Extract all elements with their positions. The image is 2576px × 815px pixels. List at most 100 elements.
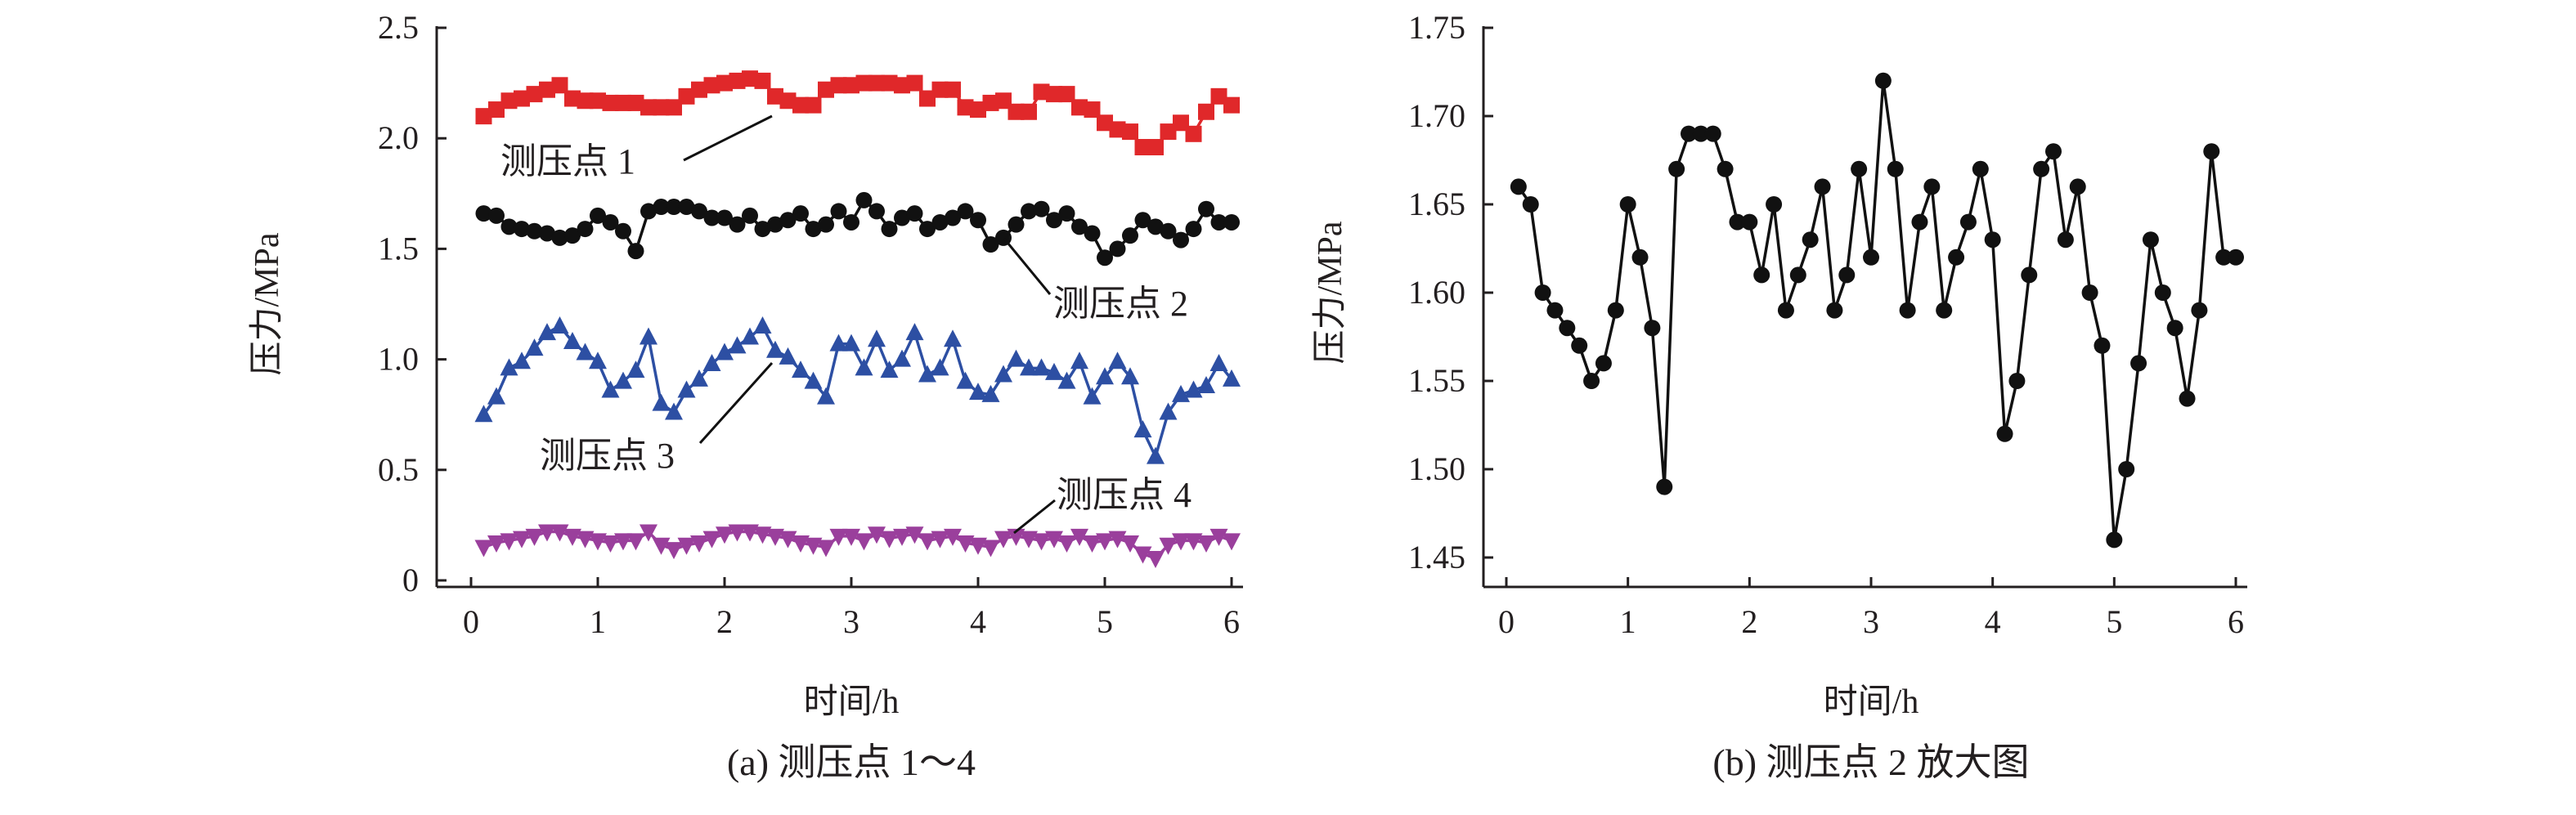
data-point-circle [945, 209, 961, 226]
y-tick-label: 1.50 [1408, 450, 1465, 487]
data-point-circle [564, 227, 581, 244]
x-tick-label: 1 [1620, 603, 1636, 640]
data-point-triangle-down [1083, 535, 1102, 553]
data-point-square [1058, 86, 1075, 103]
data-point-circle [894, 209, 910, 226]
data-point-circle [539, 225, 555, 242]
data-point-circle [1766, 196, 1783, 213]
data-point-square [1122, 123, 1138, 141]
y-tick-label: 2.5 [378, 9, 419, 46]
data-point-square [855, 74, 873, 92]
y-tick-label: 1.0 [378, 341, 419, 378]
data-point-triangle [969, 383, 987, 401]
series [1510, 72, 2244, 549]
data-point-circle [957, 203, 974, 220]
data-point-circle [2021, 266, 2038, 284]
data-point-triangle [1007, 349, 1025, 367]
data-point-triangle [702, 354, 721, 372]
data-point-circle [868, 203, 885, 220]
data-point-triangle-down [1147, 550, 1165, 568]
x-tick-label: 6 [1223, 603, 1240, 640]
data-point-square [995, 92, 1012, 110]
data-point-square [627, 94, 644, 111]
data-point-triangle-down [601, 535, 620, 553]
data-point-triangle [1032, 358, 1051, 376]
data-point-circle [1084, 225, 1101, 242]
x-tick-label: 1 [590, 603, 606, 640]
data-point-triangle-down [1197, 535, 1215, 553]
data-point-square [475, 108, 492, 125]
data-point-triangle-down [1045, 531, 1063, 549]
leader-line-2 [1003, 238, 1052, 295]
data-point-circle [1704, 125, 1721, 142]
data-point-triangle [1108, 352, 1127, 369]
data-point-triangle [1121, 367, 1139, 385]
data-point-square [754, 72, 771, 89]
data-point-square [1185, 125, 1202, 142]
data-point-square [564, 90, 581, 107]
data-point-triangle [487, 387, 505, 405]
data-point-circle [1071, 218, 1088, 235]
data-point-circle [500, 218, 518, 235]
data-point-square [906, 74, 923, 92]
data-point-triangle [741, 327, 759, 345]
data-point-triangle-down [931, 531, 949, 549]
data-point-square [703, 77, 720, 94]
data-point-triangle-down [741, 524, 759, 542]
data-point-triangle-down [1159, 537, 1178, 555]
data-point-square [881, 74, 898, 92]
data-point-triangle [601, 380, 620, 398]
data-point-square [1046, 86, 1062, 103]
data-point-triangle-down [690, 535, 708, 553]
x-tick-label: 5 [2106, 603, 2122, 640]
data-point-circle [1899, 302, 1916, 319]
data-point-circle [1058, 205, 1075, 222]
data-point-square [500, 92, 518, 110]
data-point-triangle-down [1007, 528, 1025, 546]
data-point-triangle [500, 358, 518, 376]
series [475, 70, 1240, 156]
data-point-square [843, 77, 859, 94]
data-point-triangle-down [766, 528, 784, 546]
data-point-square [602, 94, 619, 111]
data-point-triangle-down [956, 535, 975, 553]
data-point-circle [653, 199, 670, 216]
data-point-square [653, 99, 670, 116]
data-point-circle [1631, 249, 1649, 266]
data-point-triangle [728, 336, 747, 354]
data-point-circle [1223, 213, 1240, 231]
data-point-circle [1668, 160, 1685, 177]
data-point-triangle [1172, 384, 1190, 402]
data-point-circle [2106, 531, 2123, 549]
data-point-triangle [550, 316, 569, 334]
data-point-triangle-down [640, 524, 657, 542]
data-point-square [691, 81, 707, 98]
data-point-triangle-down [576, 531, 595, 549]
data-point-circle [1510, 178, 1527, 195]
series-label-1: 测压点 1 [500, 141, 635, 181]
data-point-triangle [753, 316, 772, 334]
data-point-circle [666, 199, 682, 216]
data-point-square [1210, 87, 1227, 105]
data-point-square [779, 92, 797, 110]
data-point-circle [2179, 390, 2196, 407]
data-point-circle [1984, 231, 2001, 249]
x-tick-label: 0 [463, 603, 479, 640]
data-point-circle [881, 221, 898, 238]
data-point-circle [779, 212, 797, 229]
data-point-circle [488, 207, 505, 224]
data-point-square [894, 77, 910, 94]
data-point-circle [678, 199, 695, 216]
data-point-circle [2045, 143, 2062, 160]
data-point-circle [906, 205, 923, 222]
data-point-circle [1741, 213, 1758, 231]
series-label-4: 测压点 4 [1057, 475, 1192, 515]
data-point-triangle [513, 352, 531, 369]
data-point-circle [1826, 302, 1843, 319]
data-point-circle [1534, 284, 1551, 301]
data-point-circle [767, 216, 783, 233]
data-point-circle [2166, 320, 2183, 337]
data-point-triangle-down [513, 531, 531, 549]
data-point-square [945, 81, 961, 98]
data-point-circle [1619, 196, 1636, 213]
